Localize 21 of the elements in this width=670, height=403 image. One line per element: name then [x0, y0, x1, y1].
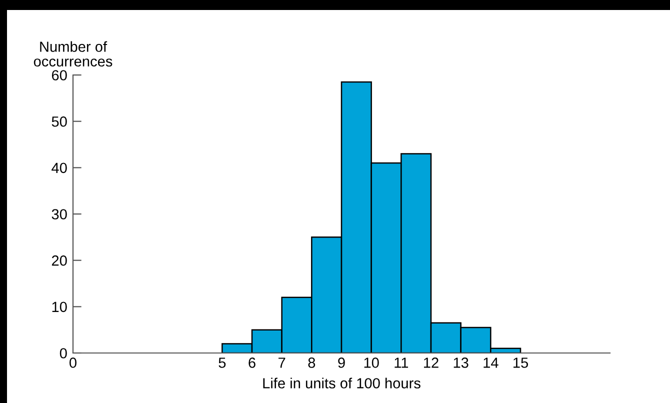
y-tick-label: 10 — [52, 302, 67, 312]
x-tick-label: 12 — [424, 358, 438, 368]
x-tick-label: 0 — [70, 358, 76, 368]
x-tick-label: 9 — [338, 358, 345, 368]
x-tick-label: 6 — [248, 358, 256, 368]
y-tick-label: 30 — [52, 209, 67, 220]
x-tick-label: 13 — [454, 358, 468, 368]
y-tick-label: 20 — [52, 255, 67, 266]
y-tick-label: 50 — [52, 116, 67, 127]
y-axis-title: Number of occurrences — [34, 41, 112, 67]
x-tick-label: 8 — [308, 358, 316, 368]
x-tick-label: 7 — [278, 358, 286, 368]
x-tick-label: 10 — [364, 358, 379, 368]
y-tick-label: 60 — [52, 70, 67, 80]
x-tick-label: 11 — [394, 358, 408, 368]
y-tick-label: 40 — [52, 162, 67, 174]
x-tick-label: 5 — [218, 358, 226, 368]
x-tick-label: 14 — [484, 358, 498, 368]
y-tick-label: 0 — [60, 348, 67, 358]
x-axis-title: Life in units of 100 hours — [263, 378, 420, 388]
x-tick-label: 15 — [514, 358, 528, 368]
